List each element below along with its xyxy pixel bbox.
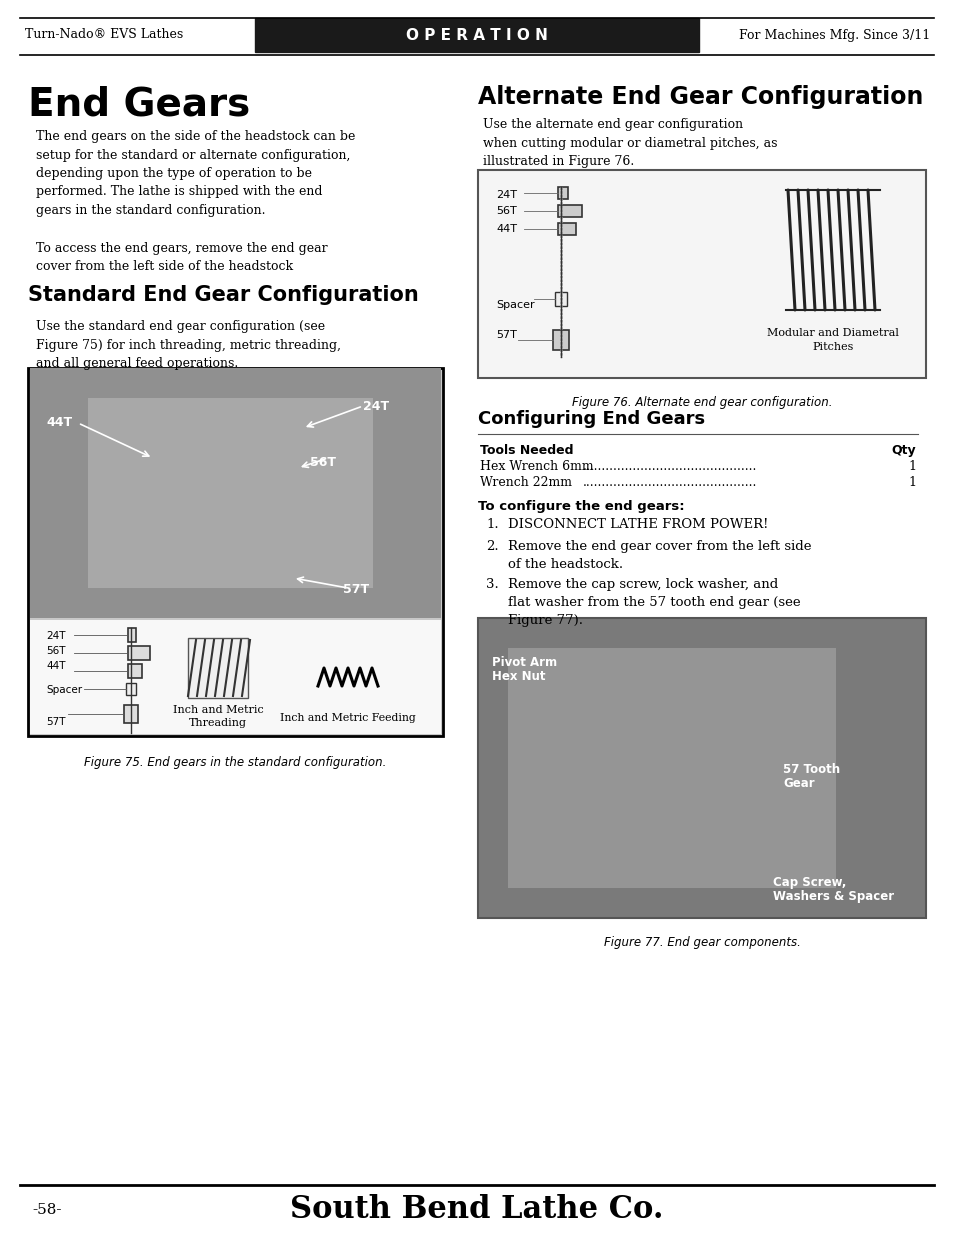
Bar — [28, 368, 442, 736]
Text: 44T: 44T — [496, 224, 517, 233]
Text: 57T: 57T — [496, 330, 517, 340]
Text: 1.: 1. — [485, 517, 498, 531]
Text: Standard End Gear Configuration: Standard End Gear Configuration — [28, 285, 418, 305]
Bar — [126, 683, 136, 695]
Text: .............................................: ........................................… — [582, 475, 757, 489]
Bar — [558, 205, 581, 217]
Text: 56T: 56T — [46, 646, 66, 656]
Bar — [30, 620, 440, 734]
Text: Pitches: Pitches — [811, 342, 853, 352]
Text: Gear: Gear — [782, 777, 814, 790]
Text: Alternate End Gear Configuration: Alternate End Gear Configuration — [477, 85, 923, 109]
Text: Spacer: Spacer — [46, 685, 82, 695]
Text: Inch and Metric Feeding: Inch and Metric Feeding — [280, 713, 416, 722]
Text: 57T: 57T — [343, 583, 369, 597]
Text: To configure the end gears:: To configure the end gears: — [477, 500, 684, 513]
Bar — [128, 646, 150, 659]
Bar — [555, 291, 566, 306]
Text: 57T: 57T — [46, 718, 66, 727]
Text: Remove the cap screw, lock washer, and
flat washer from the 57 tooth end gear (s: Remove the cap screw, lock washer, and f… — [507, 578, 800, 627]
Text: 56T: 56T — [310, 456, 335, 469]
Text: 24T: 24T — [496, 190, 517, 200]
Text: .............................................: ........................................… — [582, 459, 757, 473]
Text: For Machines Mfg. Since 3/11: For Machines Mfg. Since 3/11 — [738, 28, 929, 42]
Text: DISCONNECT LATHE FROM POWER!: DISCONNECT LATHE FROM POWER! — [507, 517, 767, 531]
Text: Washers & Spacer: Washers & Spacer — [772, 890, 893, 903]
Text: The end gears on the side of the headstock can be
setup for the standard or alte: The end gears on the side of the headsto… — [36, 130, 355, 217]
Bar — [188, 638, 248, 698]
Text: 56T: 56T — [496, 206, 517, 216]
Bar — [124, 705, 138, 722]
Text: 44T: 44T — [46, 661, 66, 671]
Bar — [254, 19, 699, 52]
Text: Modular and Diametral: Modular and Diametral — [766, 329, 898, 338]
Text: Spacer: Spacer — [496, 300, 534, 310]
Bar — [558, 224, 576, 235]
Text: Pivot Arm: Pivot Arm — [492, 656, 557, 669]
Text: Use the standard end gear configuration (see
Figure 75) for inch threading, metr: Use the standard end gear configuration … — [36, 320, 340, 370]
Text: South Bend Lathe Co.: South Bend Lathe Co. — [290, 1194, 663, 1225]
Text: Threading: Threading — [189, 718, 247, 727]
Text: Configuring End Gears: Configuring End Gears — [477, 410, 704, 429]
Text: Use the alternate end gear configuration
when cutting modular or diametral pitch: Use the alternate end gear configuration… — [482, 119, 777, 168]
Bar — [558, 186, 567, 199]
Text: End Gears: End Gears — [28, 85, 250, 124]
Text: 1: 1 — [907, 459, 915, 473]
Bar — [477, 170, 925, 378]
Text: -58-: -58- — [32, 1203, 61, 1216]
Bar — [128, 629, 136, 642]
Bar — [128, 664, 142, 678]
Text: O P E R A T I O N: O P E R A T I O N — [406, 27, 547, 42]
Text: Hex Wrench 6mm: Hex Wrench 6mm — [479, 459, 593, 473]
Bar — [553, 330, 568, 350]
Text: Tools Needed: Tools Needed — [479, 445, 573, 457]
Bar — [477, 618, 925, 918]
Text: Figure 75. End gears in the standard configuration.: Figure 75. End gears in the standard con… — [84, 756, 386, 769]
Text: Hex Nut: Hex Nut — [492, 671, 545, 683]
Text: 57 Tooth: 57 Tooth — [782, 763, 840, 776]
Text: 3.: 3. — [485, 578, 498, 592]
Text: Turn-Nado® EVS Lathes: Turn-Nado® EVS Lathes — [25, 28, 183, 42]
Text: 24T: 24T — [46, 631, 66, 641]
Text: 44T: 44T — [46, 416, 72, 429]
Text: 24T: 24T — [363, 400, 389, 412]
Text: To access the end gears, remove the end gear
cover from the left side of the hea: To access the end gears, remove the end … — [36, 242, 327, 273]
Text: Wrench 22mm: Wrench 22mm — [479, 475, 572, 489]
Text: Cap Screw,: Cap Screw, — [772, 876, 845, 889]
Text: Remove the end gear cover from the left side
of the headstock.: Remove the end gear cover from the left … — [507, 540, 811, 571]
Text: 2.: 2. — [485, 540, 498, 553]
Bar — [88, 398, 373, 588]
Bar — [30, 368, 440, 618]
Text: Figure 76. Alternate end gear configuration.: Figure 76. Alternate end gear configurat… — [571, 396, 831, 409]
Text: Figure 77. End gear components.: Figure 77. End gear components. — [603, 936, 800, 948]
Text: Qty: Qty — [890, 445, 915, 457]
Text: Inch and Metric: Inch and Metric — [172, 705, 263, 715]
Bar — [507, 648, 835, 888]
Text: 1: 1 — [907, 475, 915, 489]
